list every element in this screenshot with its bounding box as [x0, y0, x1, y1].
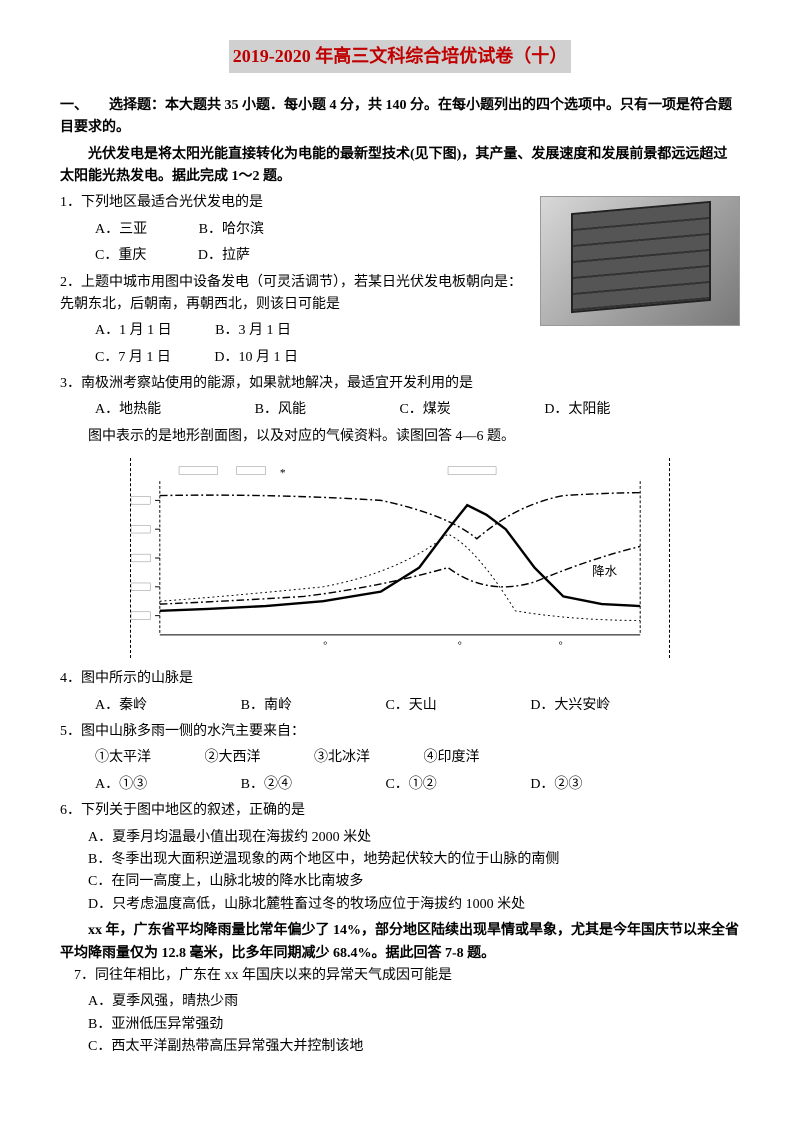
- svg-text:°: °: [559, 641, 563, 652]
- q6-option-d: D．只考虑温度高低，山脉北麓牲畜过冬的牧场应位于海拔约 1000 米处: [60, 894, 740, 916]
- q3-option-d: D．太阳能: [544, 399, 610, 421]
- intro-text-3: xx 年，广东省平均降雨量比常年偏少了 14%，部分地区陆续出现旱情或旱象，尤其…: [60, 920, 740, 965]
- section-heading: 一、 选择题：本大题共 35 小题．每小题 4 分，共 140 分。在每小题列出…: [60, 95, 740, 140]
- q5-option-c: C．①②: [385, 774, 436, 796]
- q4-option-c: C．天山: [385, 695, 436, 717]
- q5-option-a: A．①③: [95, 774, 147, 796]
- intro-text-2: 图中表示的是地形剖面图，以及对应的气候资料。读图回答 4—6 题。: [60, 426, 740, 448]
- q5-sub-1: ①太平洋: [95, 747, 151, 769]
- q3-option-a: A．地热能: [95, 399, 161, 421]
- q6-option-b: B．冬季出现大面积逆温现象的两个地区中，地势起伏较大的位于山脉的南侧: [60, 849, 740, 871]
- q2-option-a: A．1 月 1 日: [95, 320, 172, 342]
- svg-text:°: °: [323, 641, 327, 652]
- q6-option-a: A．夏季月均温最小值出现在海拔约 2000 米处: [60, 827, 740, 849]
- svg-text:°: °: [458, 641, 462, 652]
- page-title: 2019-2020 年高三文科综合培优试卷（十）: [229, 40, 572, 73]
- q5-sub-3: ③北冰洋: [314, 747, 370, 769]
- question-7: 7．同往年相比，广东在 xx 年国庆以来的异常天气成因可能是: [60, 965, 740, 987]
- q5-option-b: B．②④: [241, 774, 292, 796]
- q4-option-b: B．南岭: [241, 695, 292, 717]
- q4-option-a: A．秦岭: [95, 695, 147, 717]
- q5-sub-4: ④印度洋: [424, 747, 480, 769]
- q1-option-a: A．三亚: [95, 219, 147, 241]
- q2-option-c: C．7 月 1 日: [95, 347, 171, 369]
- q3-option-c: C．煤炭: [399, 399, 450, 421]
- q5-sub-2: ②大西洋: [205, 747, 261, 769]
- q6-option-c: C．在同一高度上，山脉北坡的降水比南坡多: [60, 871, 740, 893]
- question-6: 6．下列关于图中地区的叙述，正确的是: [60, 800, 740, 822]
- q1-option-c: C．重庆: [95, 245, 146, 267]
- question-5: 5．图中山脉多雨一侧的水汽主要来自：: [60, 721, 740, 743]
- question-4: 4．图中所示的山脉是: [60, 668, 740, 690]
- q7-option-a: A．夏季风强，晴热少雨: [60, 991, 740, 1013]
- q4-option-d: D．大兴安岭: [530, 695, 610, 717]
- q1-option-d: D．拉萨: [198, 245, 250, 267]
- q1-option-b: B．哈尔滨: [199, 219, 264, 241]
- intro-text-1: 光伏发电是将太阳光能直接转化为电能的最新型技术(见下图)，其产量、发展速度和发展…: [60, 144, 740, 189]
- solar-panel-image: [540, 196, 740, 326]
- precip-label: 降水: [592, 565, 617, 579]
- q7-option-b: B．亚洲低压异常强劲: [60, 1014, 740, 1036]
- q2-option-b: B．3 月 1 日: [215, 320, 291, 342]
- q3-option-b: B．风能: [255, 399, 306, 421]
- question-3: 3．南极洲考察站使用的能源，如果就地解决，最适宜开发利用的是: [60, 373, 740, 395]
- q2-option-d: D．10 月 1 日: [214, 347, 298, 369]
- svg-text:*: *: [280, 468, 286, 480]
- q7-option-c: C．西太平洋副热带高压异常强大并控制该地: [60, 1036, 740, 1058]
- q5-option-d: D．②③: [530, 774, 582, 796]
- terrain-climate-chart: * 降水 ° ° °: [130, 458, 670, 658]
